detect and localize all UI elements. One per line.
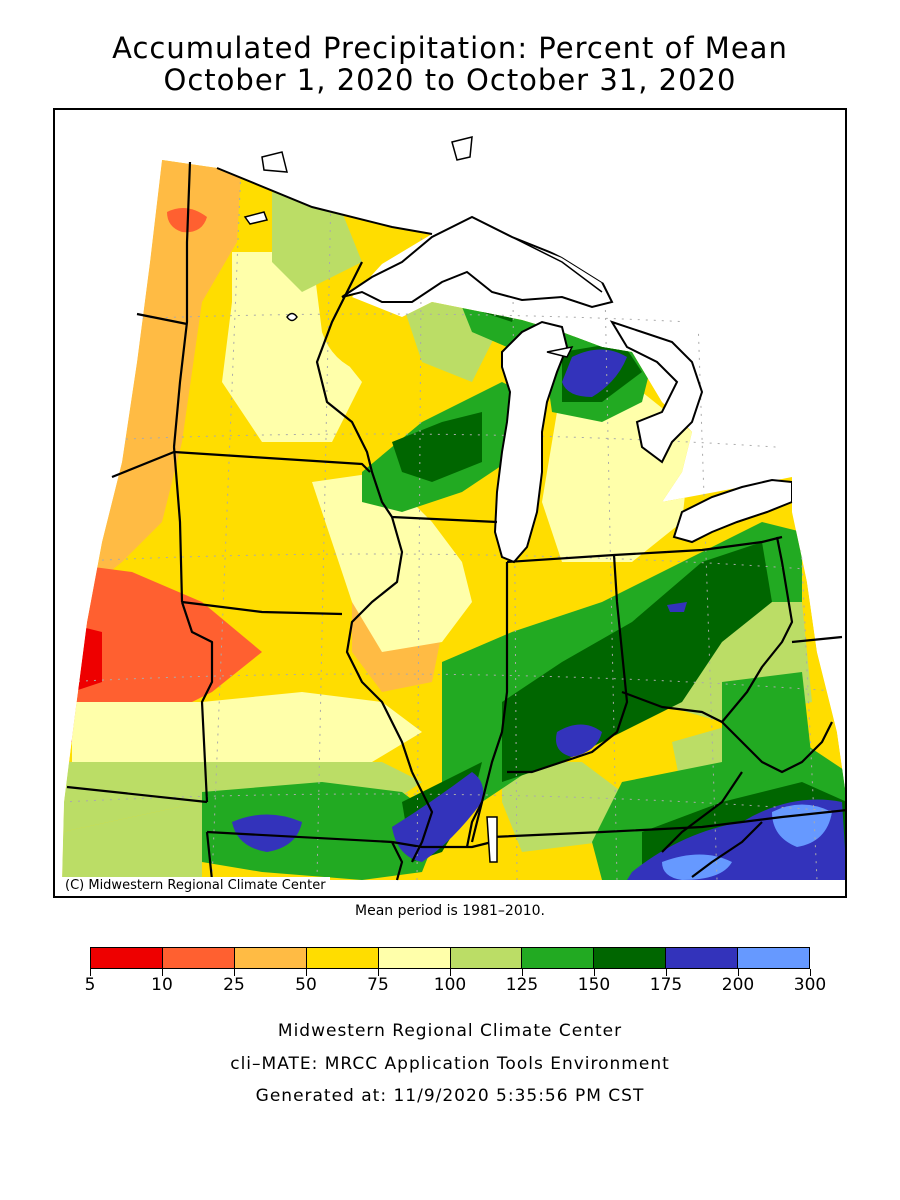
border-oh-mi [666,535,783,554]
legend-swatch [234,948,307,968]
map-canvas [55,110,845,881]
outside-west [55,110,162,880]
border-mo-ar [206,830,393,844]
footer-org: Midwestern Regional Climate Center [277,1021,623,1041]
border-pa-wv [791,635,843,644]
legend-tick-label: 100 [433,975,467,995]
border-ks-ne [66,785,208,804]
border-mn-wi [315,261,498,524]
legend-tick [305,969,307,976]
small-lakes [243,136,574,863]
copyright-label: (C) Midwestern Regional Climate Center [61,877,330,894]
border-oh-wv [721,536,794,723]
legend-tick [809,969,811,976]
border-ar-ms [391,841,404,881]
border-nd-mn [172,161,192,448]
footer-generated: Generated at: 11/9/2020 5:35:56 PM CST [255,1086,645,1106]
border-il-in [470,562,509,843]
canada-coast [471,216,603,293]
map-title: Accumulated Precipitation: Percent of Me… [112,31,788,65]
border-mn-ia-top [111,450,371,479]
us-canada-border [216,167,433,235]
legend-swatch [594,948,667,968]
lake-erie [672,478,793,544]
legend-tick [593,969,595,976]
legend-swatch [378,948,451,968]
legend-tick [89,969,91,976]
legend-tick [161,969,163,976]
legend-swatch [306,948,379,968]
legend-swatch [162,948,235,968]
legend-tick-label: 200 [721,975,755,995]
legend-tick-label: 150 [577,975,611,995]
legend-tick-label: 5 [84,975,96,995]
border-sd-mn [172,446,184,603]
legend-tick-label: 300 [793,975,827,995]
border-ia-il [345,516,414,773]
legend-tick [521,969,523,976]
border-ky-wedge [465,801,483,848]
legend-swatch [666,948,739,968]
legend-tick [377,969,379,976]
legend-tick-label: 75 [367,975,389,995]
footer-tool: cli–MATE: MRCC Application Tools Environ… [230,1054,670,1074]
lake-huron [609,320,704,464]
legend-tick-label: 50 [295,975,317,995]
legend-swatch [91,948,163,968]
legend-tick [665,969,667,976]
border-ky-tn [491,809,845,839]
lake-michigan [493,320,569,564]
canada-region [217,110,845,502]
legend-tick-label: 125 [505,975,539,995]
mean-period-note: Mean period is 1981–2010. [355,903,545,919]
great-lakes [341,215,793,564]
state-boundaries [66,161,845,881]
legend-tick-label: 10 [151,975,173,995]
color-legend [90,947,810,969]
legend-tick-label: 25 [223,975,245,995]
border-va-tn [691,821,763,878]
legend-tick [233,969,235,976]
mississippi-river [411,771,434,863]
legend-tick [449,969,451,976]
legend-tick [737,969,739,976]
border-ne-ia-mo [180,601,214,803]
legend-swatch [450,948,523,968]
border-in-oh-ky [507,554,629,774]
border-ky-va [661,771,743,853]
legend-swatch [522,948,595,968]
legend-ticks [89,969,811,977]
border-ia-south [181,600,343,616]
map-date-range: October 1, 2020 to October 31, 2020 [163,63,737,97]
legend-tick-label: 175 [649,975,683,995]
border-ok-ar [205,831,214,881]
precipitation-map: (C) Midwestern Regional Climate Center [53,108,847,898]
lake-superior [341,215,614,309]
border-tn-north [391,840,493,849]
outside-east [792,502,845,788]
border-nd-sd [136,312,188,326]
border-oh-river [621,690,833,774]
legend-swatch [738,948,810,968]
